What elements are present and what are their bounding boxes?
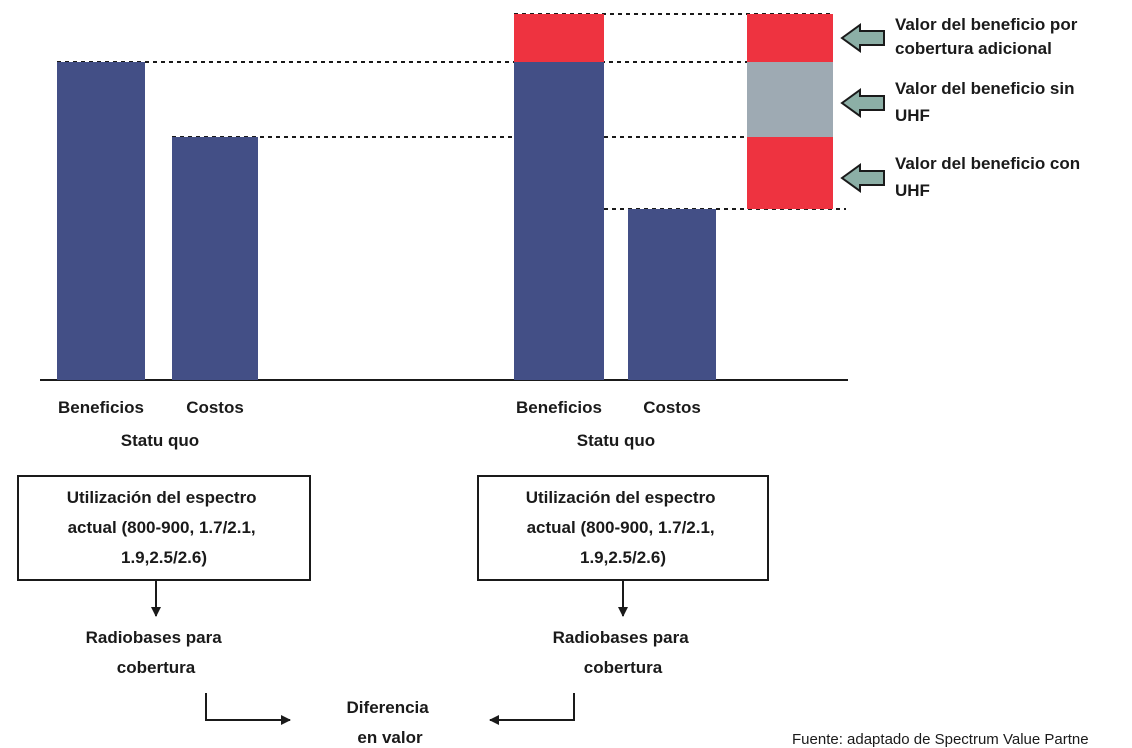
- legend-label-without-uhf: Valor del beneficio sin UHF: [895, 79, 1079, 125]
- bar-value-additional-coverage: [747, 14, 833, 62]
- left-arrow-icon: [840, 23, 885, 53]
- bar-value-without-uhf: [747, 62, 833, 137]
- right-scenario-label: Statu quo: [577, 431, 655, 450]
- bar-left-costs: [172, 137, 258, 380]
- right-radiobases-label: Radiobases para cobertura: [553, 628, 694, 677]
- right-benefits-label: Beneficios: [516, 398, 602, 417]
- legend-arrow-icons: [840, 23, 885, 193]
- right-spectrum-box: [477, 475, 769, 581]
- left-spectrum-box-text: Utilización del espectro actual (800-900…: [67, 488, 262, 567]
- right-spectrum-box-text: Utilización del espectro actual (800-900…: [526, 488, 721, 567]
- left-scenario-label: Statu quo: [121, 431, 199, 450]
- left-arrow-icon: [840, 163, 885, 193]
- right-costs-label: Costos: [643, 398, 701, 417]
- bar-value-with-uhf: [747, 137, 833, 209]
- left-benefits-label: Beneficios: [58, 398, 144, 417]
- source-note: Fuente: adaptado de Spectrum Value Partn…: [792, 731, 1089, 748]
- left-radiobases-label: Radiobases para cobertura: [86, 628, 227, 677]
- bar-right-costs: [628, 209, 716, 380]
- left-arrow-icon: [840, 88, 885, 118]
- left-elbow-connector: [205, 693, 291, 725]
- right-elbow-connector: [489, 693, 575, 725]
- left-costs-label: Costos: [186, 398, 244, 417]
- difference-in-value-label: Diferencia en valor: [347, 698, 434, 747]
- left-spectrum-box: [17, 475, 311, 581]
- bar-left-benefits: [57, 62, 145, 380]
- bar-right-benefits-extra: [514, 14, 604, 62]
- legend-label-with-uhf: Valor del beneficio con UHF: [895, 154, 1085, 200]
- legend-label-additional-coverage: Valor del beneficio por cobertura adicio…: [895, 15, 1082, 58]
- bar-right-benefits: [514, 62, 604, 380]
